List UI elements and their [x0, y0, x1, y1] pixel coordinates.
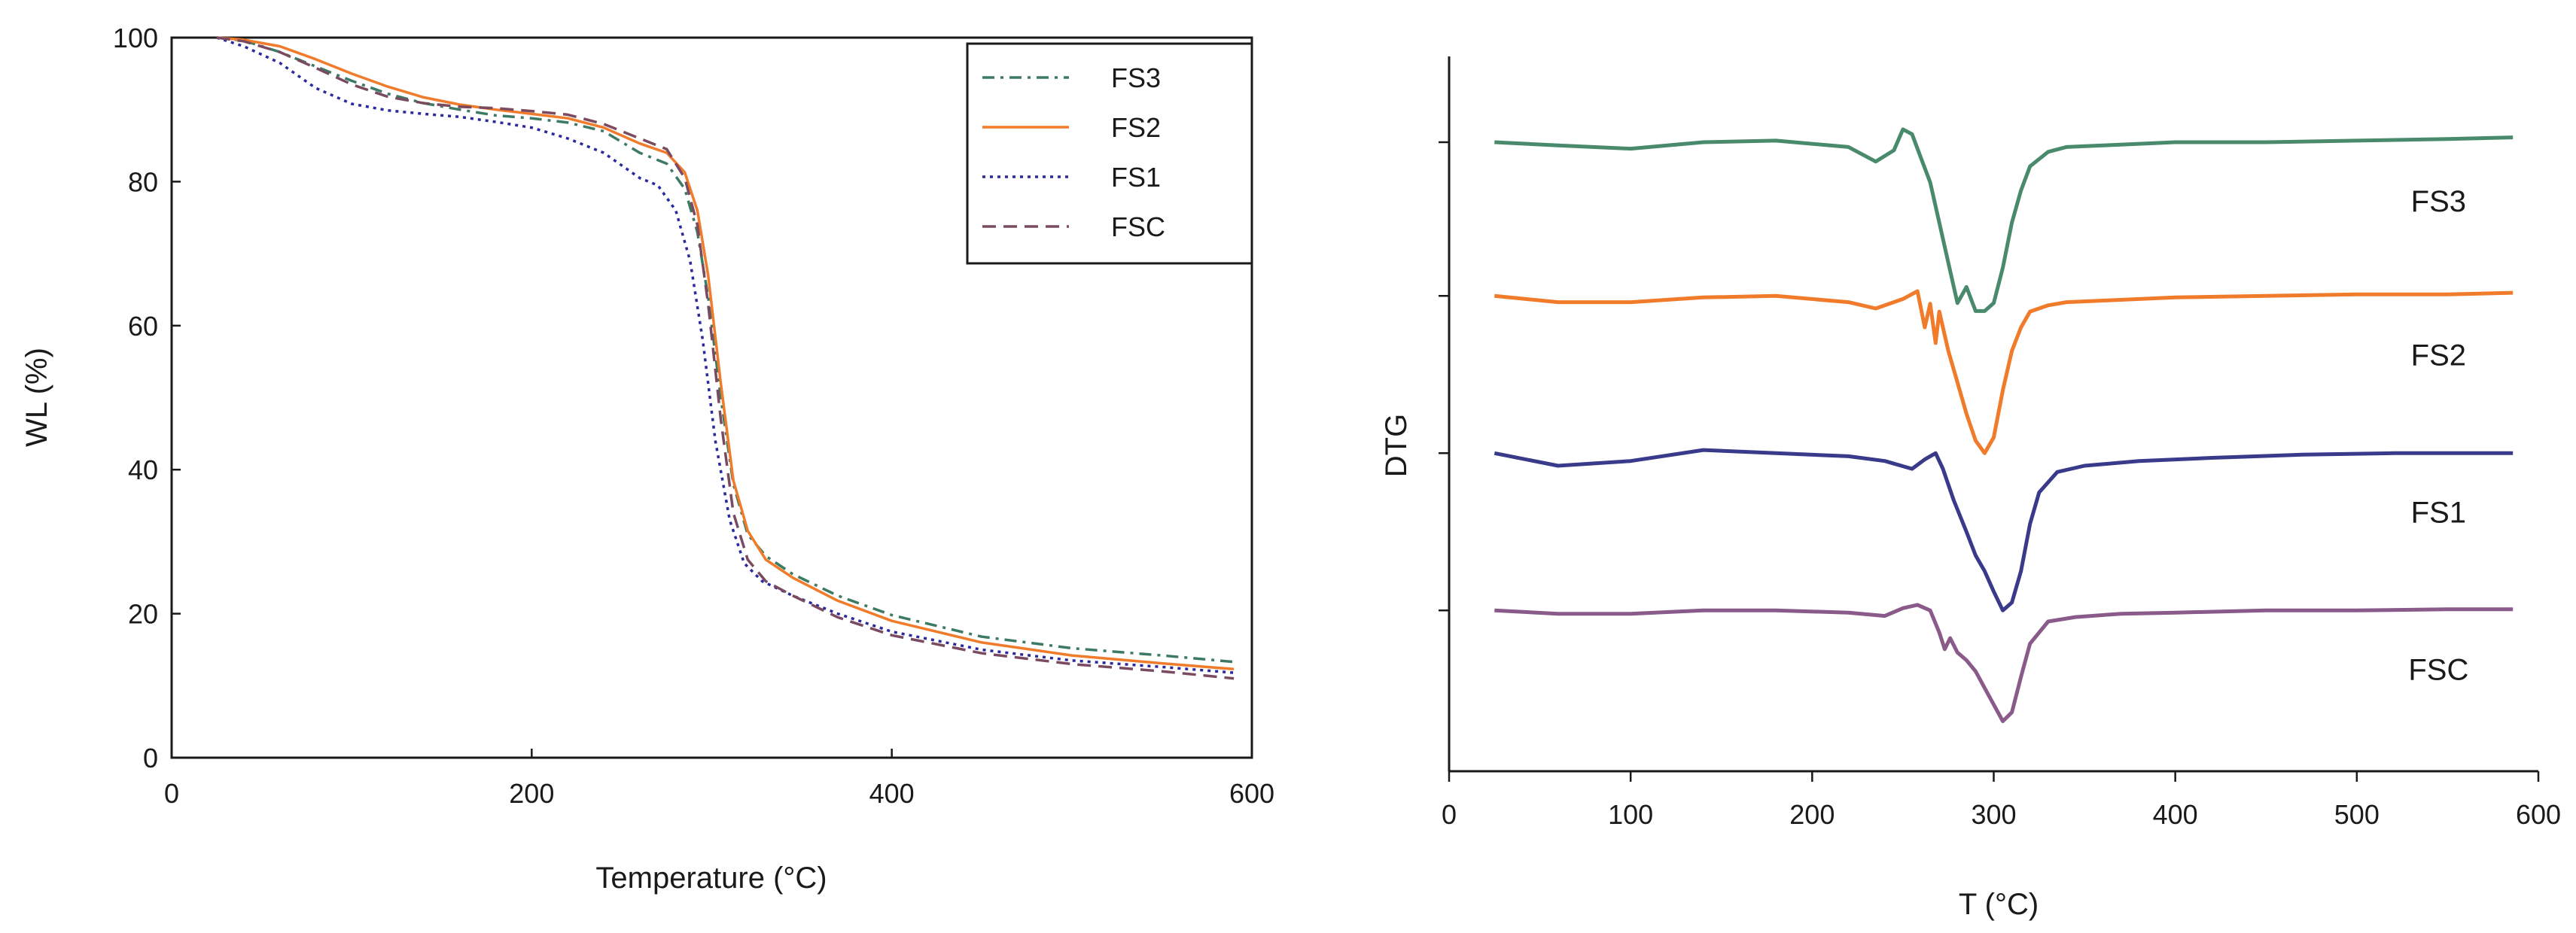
dtg-x-tick-label: 0 [1442, 799, 1457, 830]
dtg-x-tick-label: 300 [1971, 799, 2016, 830]
dtg-x-tick-label: 100 [1608, 799, 1653, 830]
tga-x-tick-label: 200 [509, 778, 554, 809]
tga-series [216, 36, 1235, 680]
dtg-label-fs1: FS1 [2411, 496, 2466, 529]
tga-y-tick-label: 40 [128, 454, 158, 485]
dtg-x-tick-label: 500 [2334, 799, 2380, 830]
tga-x-tick-label: 400 [869, 778, 915, 809]
tga-y-axis-title: WL (%) [20, 348, 53, 447]
dtg-x-axis-title: T (°C) [1959, 888, 2039, 921]
dtg-label-fs3: FS3 [2411, 185, 2466, 218]
tga-legend-label-fs2: FS2 [1111, 112, 1161, 143]
dtg-curve-fs2 [1494, 289, 2514, 455]
tga-y-tick-label: 100 [113, 23, 158, 53]
tga-legend-label-fsc: FSC [1111, 211, 1165, 242]
tga-line-fs2 [216, 36, 1235, 671]
dtg-label-fs2: FS2 [2411, 339, 2466, 372]
dtg-series [1494, 127, 2514, 723]
dtg-chart: 0 100 200 300 400 500 600 T (°C) DTG FS3 FS2 FS1… [1380, 56, 2561, 921]
dtg-curve-fs3 [1494, 127, 2514, 313]
dtg-series-labels: FS3 FS2 FS1 FSC [2408, 185, 2468, 686]
tga-y-tick-label: 20 [128, 599, 158, 630]
dtg-x-tick-label: 200 [1789, 799, 1835, 830]
tga-plot-frame [170, 36, 1253, 759]
tga-line-fsc [216, 36, 1235, 680]
tga-legend: FS3 FS2 FS1 FSC [966, 42, 1253, 265]
tga-y-tick-label: 60 [128, 311, 158, 342]
dtg-y-axis-title: DTG [1380, 414, 1413, 477]
tga-y-tick-label: 0 [143, 743, 158, 773]
tga-y-tick-label: 80 [128, 166, 158, 197]
tga-legend-label-fs3: FS3 [1111, 62, 1161, 93]
tga-line-fs3 [216, 36, 1235, 664]
tga-ticks: 0 200 400 600 0 20 40 60 80 100 [113, 23, 1274, 809]
dtg-curve-fsc [1494, 603, 2514, 723]
tga-x-axis-title: Temperature (°C) [595, 862, 827, 895]
dtg-label-fsc: FSC [2408, 653, 2468, 686]
tga-x-tick-label: 0 [164, 778, 179, 809]
dtg-ticks: 0 100 200 300 400 500 600 [1439, 141, 2561, 830]
dtg-x-tick-label: 400 [2153, 799, 2198, 830]
dtg-curve-fs1 [1494, 448, 2514, 612]
dtg-x-tick-label: 600 [2516, 799, 2561, 830]
tga-x-tick-label: 600 [1229, 778, 1274, 809]
tga-legend-label-fs1: FS1 [1111, 162, 1161, 193]
